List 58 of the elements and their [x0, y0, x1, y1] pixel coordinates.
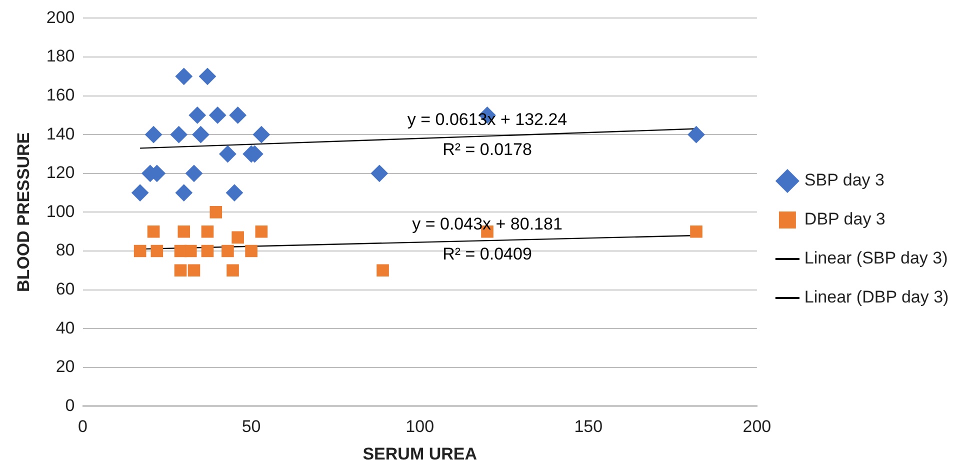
point [188, 264, 200, 277]
x-axis-title: SERUM UREA [362, 444, 477, 464]
point [150, 244, 164, 258]
point [134, 244, 146, 258]
x-tick-label: 50 [242, 417, 261, 436]
point [226, 184, 243, 202]
point [245, 244, 258, 258]
point [174, 264, 187, 277]
point [186, 164, 202, 182]
legend-label: SBP day 3 [804, 170, 884, 190]
point [376, 264, 389, 277]
point [170, 126, 188, 144]
x-tick-label: 150 [574, 417, 603, 436]
point [147, 225, 160, 238]
legend-label: DBP day 3 [804, 210, 886, 229]
point [198, 68, 216, 85]
point [201, 225, 214, 238]
point [188, 106, 206, 124]
point [184, 244, 197, 258]
y-tick-label: 100 [46, 202, 75, 221]
y-tick-label: 20 [56, 357, 75, 376]
y-tick-label: 200 [46, 8, 75, 27]
point [232, 231, 244, 244]
y-axis-title: BLOOD PRESSURE [14, 132, 33, 292]
y-tick-label: 160 [46, 85, 75, 104]
y-tick-label: 0 [65, 396, 75, 415]
point [175, 68, 192, 85]
point [178, 225, 190, 238]
y-tick-label: 80 [56, 240, 75, 260]
point [229, 106, 246, 124]
annotation: R² = 0.0409 [442, 244, 532, 264]
legend-label: Linear (DBP day 3) [804, 288, 949, 307]
point [252, 126, 270, 144]
annotation: R² = 0.0178 [442, 140, 532, 159]
point [219, 146, 236, 162]
point [192, 126, 210, 144]
point [688, 126, 705, 144]
point [222, 244, 234, 258]
y-tick-label: 120 [46, 163, 75, 182]
point [132, 184, 149, 202]
y-tick-label: 140 [46, 124, 75, 144]
x-tick-label: 100 [406, 417, 434, 436]
point [370, 164, 388, 182]
point [175, 184, 192, 202]
y-tick-label: 40 [56, 318, 75, 338]
x-tick-label: 200 [742, 417, 772, 436]
point [255, 225, 268, 238]
point [209, 106, 226, 124]
point [226, 264, 239, 277]
y-tick-label: 60 [56, 279, 75, 298]
point [690, 225, 702, 238]
legend-label: Linear (SBP day 3) [804, 248, 948, 268]
point [210, 206, 222, 218]
point [145, 126, 162, 144]
point [201, 244, 214, 258]
y-tick-label: 180 [46, 46, 75, 66]
annotation: y = 0.043x + 80.181 [412, 214, 562, 234]
x-tick-label: 0 [78, 417, 88, 436]
